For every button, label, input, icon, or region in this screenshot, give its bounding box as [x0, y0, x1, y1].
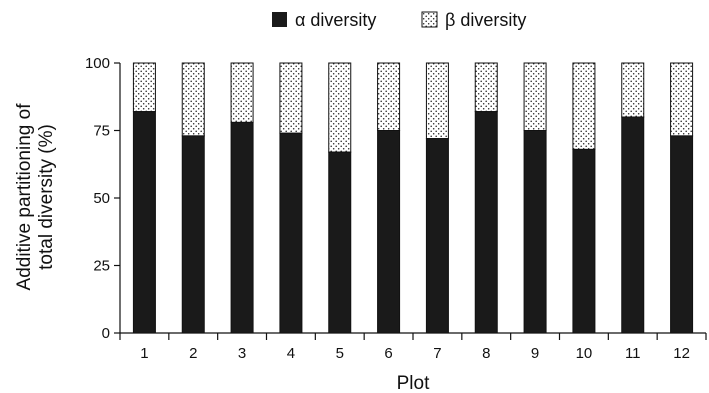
bar-beta-plot-4 [279, 62, 303, 134]
y-tick-label: 50 [93, 190, 110, 207]
x-ticks: 1 2 3 4 5 6 7 8 9 10 11 12 [119, 333, 707, 362]
bar-beta-plot-10 [572, 62, 596, 150]
y-tick-label: 25 [93, 258, 110, 275]
bar-alpha-plot-12 [670, 135, 694, 334]
bar-alpha-plot-3 [230, 121, 254, 334]
bar-alpha-plot-4 [279, 132, 303, 334]
y-axis-title-line-2: total diversity (%) [36, 124, 57, 270]
bar-alpha-plot-2 [181, 135, 205, 334]
bar-alpha-plot-11 [621, 116, 645, 334]
legend-swatch-alpha [272, 12, 287, 27]
x-tick-label: 5 [336, 345, 344, 362]
bar-alpha-plot-1 [132, 111, 156, 334]
x-tick-label: 7 [433, 345, 441, 362]
x-tick-label: 8 [482, 345, 490, 362]
bar-beta-plot-5 [328, 62, 352, 153]
bar-beta-plot-12 [670, 62, 694, 137]
bar-beta-plot-7 [425, 62, 449, 140]
x-tick-label: 11 [625, 345, 641, 362]
bar-beta-plot-2 [181, 62, 205, 137]
bar-beta-plot-1 [132, 62, 156, 113]
y-tick-label: 100 [85, 55, 110, 72]
x-tick-label: 2 [189, 345, 197, 362]
bar-beta-plot-3 [230, 62, 254, 123]
bar-beta-plot-8 [474, 62, 498, 113]
bars [132, 62, 694, 334]
x-tick-label: 3 [238, 345, 246, 362]
bar-alpha-plot-8 [474, 111, 498, 334]
y-ticks: 0 25 50 75 100 [85, 55, 120, 342]
y-axis-title: Additive partitioning of total diversity… [14, 103, 57, 291]
y-tick-label: 75 [93, 123, 110, 140]
y-axis-title-line-1: Additive partitioning of [14, 103, 35, 291]
bar-beta-plot-9 [523, 62, 547, 131]
legend-label-alpha: α diversity [295, 10, 376, 30]
bar-beta-plot-11 [621, 62, 645, 118]
x-tick-label: 9 [531, 345, 539, 362]
x-tick-label: 6 [384, 345, 392, 362]
bar-alpha-plot-9 [523, 130, 547, 334]
bar-beta-plot-6 [377, 62, 401, 131]
x-tick-label: 4 [287, 345, 295, 362]
y-tick-label: 0 [102, 325, 110, 342]
bar-alpha-plot-6 [377, 130, 401, 334]
x-tick-label: 12 [673, 345, 690, 362]
x-tick-label: 10 [576, 345, 593, 362]
legend: α diversity β diversity [272, 10, 526, 30]
bar-alpha-plot-5 [328, 151, 352, 334]
x-tick-label: 1 [140, 345, 148, 362]
x-axis-title: Plot [397, 373, 430, 393]
legend-label-beta: β diversity [445, 10, 526, 30]
legend-swatch-beta [421, 11, 438, 28]
bar-alpha-plot-7 [425, 138, 449, 334]
bar-alpha-plot-10 [572, 148, 596, 334]
